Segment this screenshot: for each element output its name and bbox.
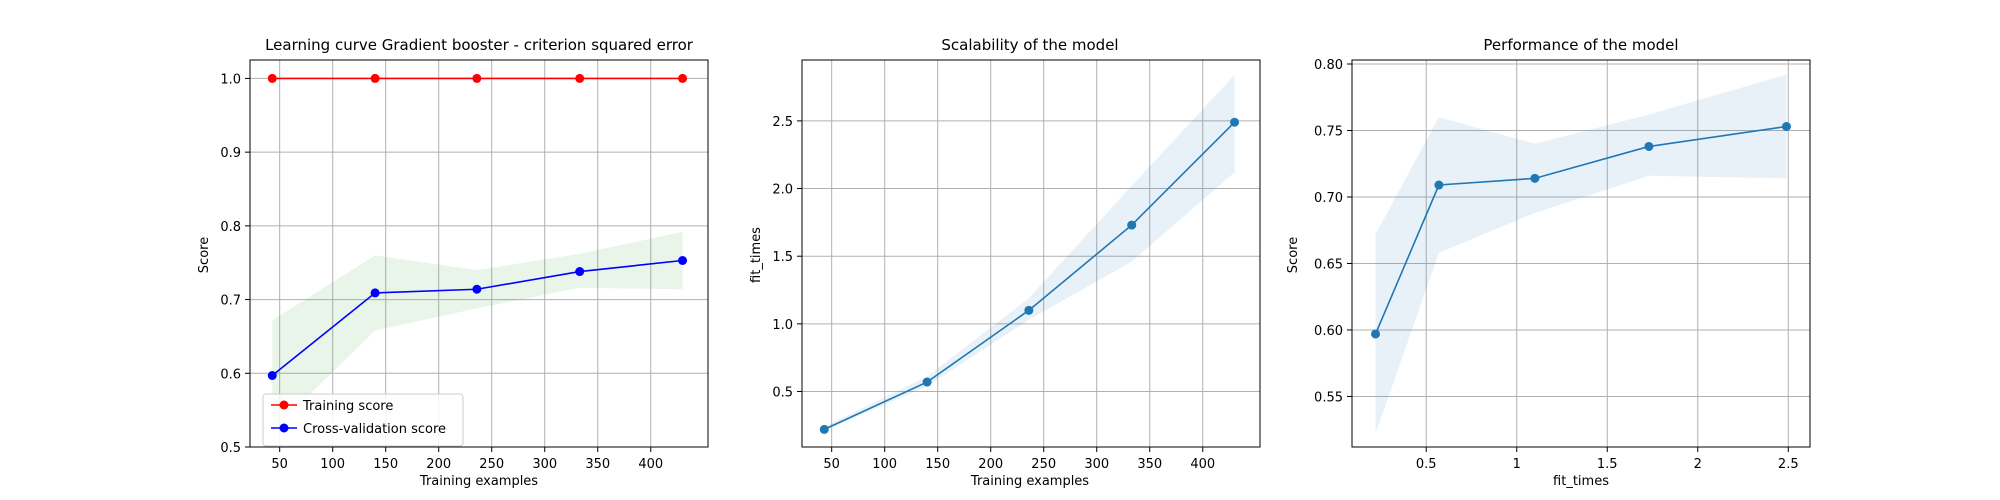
learning-curve-data-point <box>370 73 380 83</box>
performance-x-tick-label: 0.5 <box>1416 457 1437 472</box>
learning-curve-confidence-band <box>272 231 683 431</box>
learning-curve-x-tick-label: 150 <box>373 457 398 472</box>
learning-curve-y-tick-label: 0.9 <box>220 146 241 161</box>
learning-curve-data-point <box>472 73 482 83</box>
learning-curve-plot-area: 50 100 150 200 250 300 350 400 0.5 0.6 0.7 0.8 0.9 1.… <box>220 59 709 472</box>
learning-curve-data-point <box>267 73 277 83</box>
learning-curve-data-point <box>678 256 688 266</box>
scalability-panel: Scalability of the model Training exampl… <box>749 36 1261 489</box>
scalability-x-tick-label: 50 <box>823 457 840 472</box>
scalability-data-point <box>1127 220 1137 230</box>
scalability-x-tick-label: 300 <box>1084 457 1109 472</box>
scalability-y-tick-label: 1.0 <box>772 318 793 333</box>
performance-axes-frame <box>1351 59 1811 448</box>
performance-title: Performance of the model <box>1483 36 1678 54</box>
scalability-y-tick-label: 1.5 <box>772 250 793 265</box>
learning-curve-xlabel: Training examples <box>419 474 538 489</box>
learning-curve-x-tick-label: 250 <box>479 457 504 472</box>
learning-curve-y-tick-label: 0.7 <box>220 294 241 309</box>
learning-curve-data-point <box>575 267 585 277</box>
learning-curve-x-tick-label: 350 <box>585 457 610 472</box>
learning-curve-data-point <box>370 288 380 298</box>
performance-data-point <box>1530 173 1540 183</box>
performance-y-tick-label: 0.55 <box>1314 390 1343 405</box>
performance-xlabel: fit_times <box>1553 474 1609 489</box>
scalability-xlabel: Training examples <box>970 474 1089 489</box>
performance-panel: Performance of the model fit_times Score… <box>1286 36 1811 489</box>
scalability-x-tick-label: 400 <box>1190 457 1215 472</box>
learning-curve-x-tick-label: 400 <box>638 457 663 472</box>
performance-y-tick-label: 0.60 <box>1314 324 1343 339</box>
scalability-data-point <box>1024 305 1034 315</box>
scalability-data-point <box>1230 117 1240 127</box>
scalability-x-tick-label: 100 <box>872 457 897 472</box>
legend-marker-cross-validation <box>279 423 289 433</box>
performance-y-tick-label: 0.80 <box>1314 58 1343 73</box>
scalability-axes-frame <box>801 59 1261 448</box>
scalability-y-tick-label: 0.5 <box>772 386 793 401</box>
legend-marker-training <box>279 400 289 410</box>
learning-curve-x-tick-label: 200 <box>426 457 451 472</box>
learning-curve-data-point <box>678 73 688 83</box>
learning-curve-legend: Training score Cross-validation score <box>262 393 464 447</box>
learning-curve-y-tick-label: 0.6 <box>220 367 241 382</box>
performance-x-tick-label: 1 <box>1513 457 1521 472</box>
performance-y-tick-label: 0.65 <box>1314 257 1343 272</box>
scalability-x-tick-label: 150 <box>925 457 950 472</box>
learning-curve-data-point <box>575 73 585 83</box>
learning-curve-title: Learning curve Gradient booster - criter… <box>265 36 694 54</box>
performance-data-point <box>1781 121 1791 131</box>
learning-curve-y-tick-label: 0.5 <box>220 441 241 456</box>
performance-data-point <box>1371 329 1381 339</box>
learning-curve-data-point <box>267 370 277 380</box>
learning-curve-panel: Learning curve Gradient booster - criter… <box>197 36 709 489</box>
performance-y-tick-label: 0.75 <box>1314 124 1343 139</box>
learning-curve-x-tick-label: 50 <box>271 457 288 472</box>
performance-x-tick-label: 2 <box>1694 457 1702 472</box>
scalability-title: Scalability of the model <box>941 36 1118 54</box>
performance-ylabel: Score <box>1286 237 1301 273</box>
performance-x-tick-label: 2.5 <box>1778 457 1799 472</box>
scalability-ylabel: fit_times <box>749 227 764 283</box>
performance-x-tick-label: 1.5 <box>1597 457 1618 472</box>
learning-curve-x-tick-label: 300 <box>532 457 557 472</box>
scalability-plot-area: 50 100 150 200 250 300 350 400 0.5 1.0 1.5 2.0 2.5 <box>772 59 1261 472</box>
learning-curve-y-tick-label: 0.8 <box>220 220 241 235</box>
scalability-y-tick-label: 2.0 <box>772 183 793 198</box>
scalability-y-tick-label: 2.5 <box>772 115 793 130</box>
learning-curve-data-point <box>472 284 482 294</box>
scalability-data-point <box>819 424 829 434</box>
performance-y-tick-label: 0.70 <box>1314 191 1343 206</box>
performance-confidence-band <box>1375 74 1787 434</box>
scalability-data-point <box>922 377 932 387</box>
learning-curve-axes-frame <box>249 59 709 448</box>
learning-curve-y-tick-label: 1.0 <box>220 72 241 87</box>
scalability-x-tick-label: 250 <box>1031 457 1056 472</box>
scalability-x-tick-label: 200 <box>978 457 1003 472</box>
scalability-x-tick-label: 350 <box>1137 457 1162 472</box>
learning-curve-ylabel: Score <box>197 237 212 273</box>
legend-label-cross-validation: Cross-validation score <box>303 422 446 437</box>
performance-data-point <box>1644 141 1654 151</box>
legend-frame <box>262 393 464 447</box>
learning-curve-x-tick-label: 100 <box>320 457 345 472</box>
performance-data-point <box>1434 180 1444 190</box>
legend-label-training: Training score <box>302 399 393 414</box>
performance-plot-area: 0.5 1 1.5 2 2.5 0.55 0.60 0.65 0.70 0.75 0.80 <box>1314 58 1811 472</box>
